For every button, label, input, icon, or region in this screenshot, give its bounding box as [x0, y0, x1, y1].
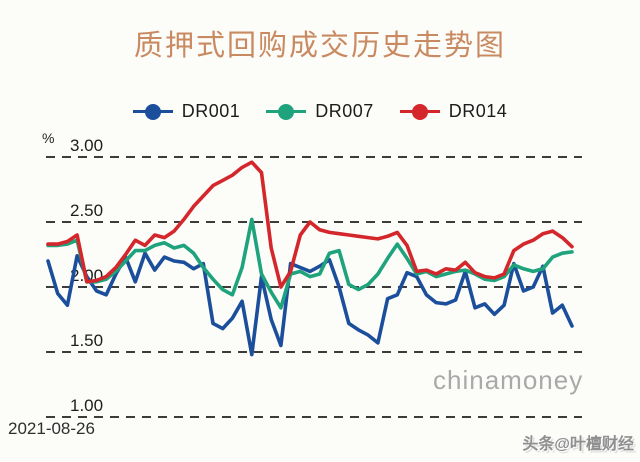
legend-label-dr014: DR014	[448, 101, 508, 121]
y-tick-label-1.00: 1.00	[70, 396, 104, 415]
legend-label-dr007: DR007	[315, 101, 374, 121]
bottom-right-watermark: 头条@叶檀财经	[522, 436, 634, 453]
dr014-line-marker-icon	[399, 103, 440, 120]
page-title: 质押式回购成交历史走势图	[133, 30, 506, 62]
legend-item-dr007: DR007	[266, 101, 374, 122]
chart-legend: DR001 DR007 DR014	[0, 101, 640, 122]
series-line-dr007	[46, 217, 574, 310]
series-line-dr001	[46, 251, 574, 357]
legend-label-dr001: DR001	[181, 101, 241, 121]
dr001-line-marker-icon	[132, 103, 173, 120]
dr007-line-marker-icon	[266, 103, 307, 120]
x-axis-start-date: 2021-08-26	[8, 419, 95, 438]
legend-item-dr014: DR014	[399, 101, 508, 122]
series-line-dr014	[46, 160, 574, 289]
y-tick-label-2.50: 2.50	[70, 201, 104, 220]
legend-item-dr001: DR001	[132, 101, 241, 122]
chinamoney-watermark: chinamoney	[433, 365, 584, 395]
y-tick-label-3.00: 3.00	[70, 136, 104, 155]
y-tick-label-1.50: 1.50	[70, 331, 104, 350]
y-axis-unit-label: %	[42, 130, 55, 146]
